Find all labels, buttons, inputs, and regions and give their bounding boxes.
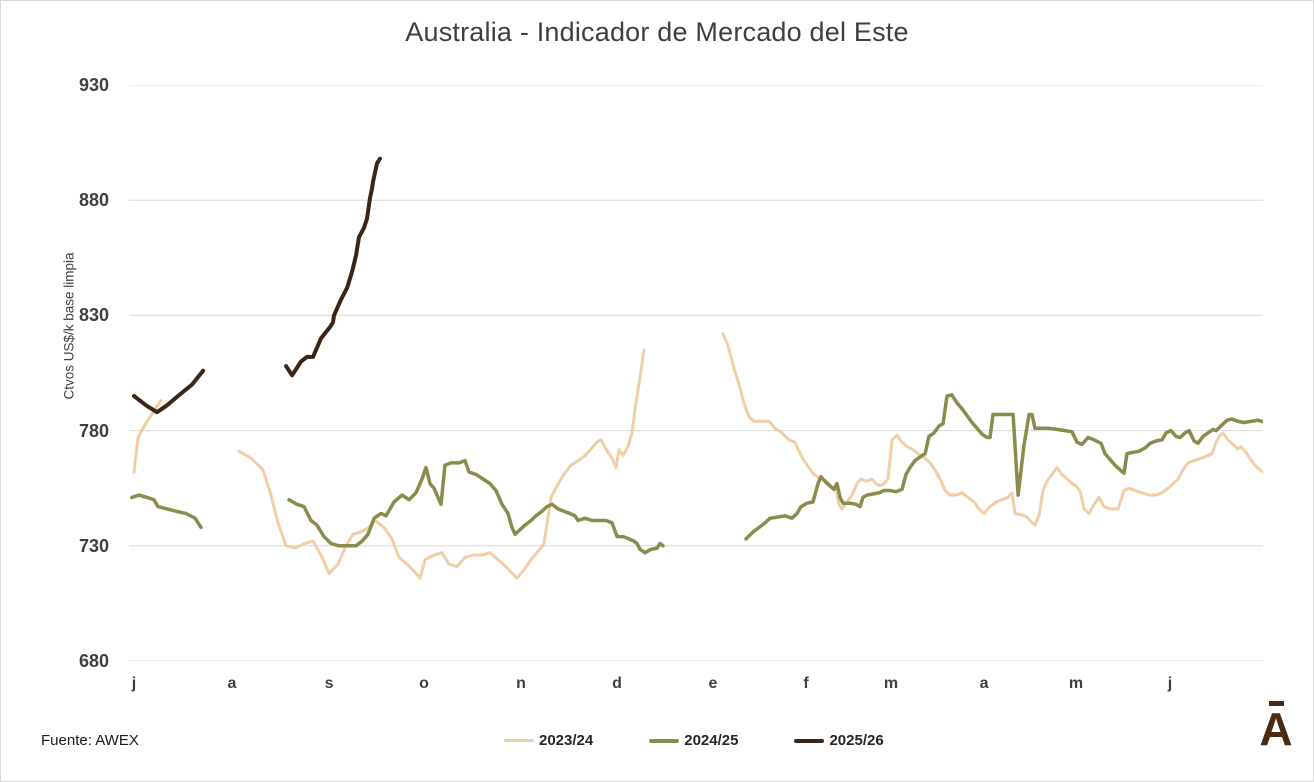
y-tick-label-780: 780 (78, 420, 109, 441)
legend: 2023/24 2024/25 2025/26 (504, 732, 884, 749)
series-line-2024-25-seg1 (130, 493, 203, 530)
legend-swatch-2023-24 (504, 739, 534, 742)
y-tick-label-830: 830 (78, 305, 109, 326)
series-line-2024-25-seg3 (744, 393, 1264, 541)
x-tick-label-month-7: e (708, 675, 718, 692)
y-tick-label-880: 880 (78, 190, 109, 211)
x-tick-label-month-3: s (324, 675, 334, 692)
x-tick-label-month-11: m (1068, 675, 1084, 692)
x-tick-label-month-2: a (227, 675, 237, 692)
logo-letter: A (1259, 703, 1293, 755)
legend-label-2025-26: 2025/26 (829, 732, 884, 749)
series-line-2025-26-seg1 (132, 368, 206, 415)
y-tick-label-930: 930 (78, 75, 109, 95)
x-tick-label-month-8: f (803, 675, 809, 692)
logo-macron-bar (1268, 701, 1284, 706)
page-title: Australia - Indicador de Mercado del Est… (405, 17, 909, 47)
x-tick-label-month-5: n (516, 675, 526, 692)
x-tick-label-month-12: j (1167, 675, 1173, 692)
legend-label-2024-25: 2024/25 (684, 732, 739, 749)
legend-swatch-2024-25 (649, 738, 680, 743)
plot-svg (129, 84, 1265, 662)
series-line-2024-25-seg2 (287, 458, 665, 555)
legend-label-2023-24: 2023/24 (539, 732, 594, 749)
series-line-2025-26-seg2 (284, 156, 382, 378)
plot-area (129, 84, 1265, 662)
x-tick-label-month-1: j (131, 675, 137, 692)
series-line-2023-24-seg2 (237, 348, 646, 580)
x-tick-label-month-10: a (979, 675, 989, 692)
legend-swatch-2025-26 (794, 738, 825, 743)
x-tick-label-month-6: d (612, 675, 622, 692)
legend-item-2025-26: 2025/26 (794, 732, 884, 749)
y-tick-label-730: 730 (78, 535, 109, 556)
y-tick-label-680: 680 (78, 651, 109, 671)
x-tick-label-month-9: m (883, 675, 899, 692)
series-line-2023-24-seg3 (721, 332, 1265, 527)
legend-item-2023-24: 2023/24 (504, 732, 593, 749)
x-tick-label-month-4: o (419, 675, 429, 692)
legend-item-2024-25: 2024/25 (649, 732, 738, 749)
y-axis-ticks: 930 880 830 780 730 680 (39, 75, 119, 671)
source-note: Fuente: AWEX (41, 732, 139, 749)
brand-logo: A (1257, 701, 1295, 752)
